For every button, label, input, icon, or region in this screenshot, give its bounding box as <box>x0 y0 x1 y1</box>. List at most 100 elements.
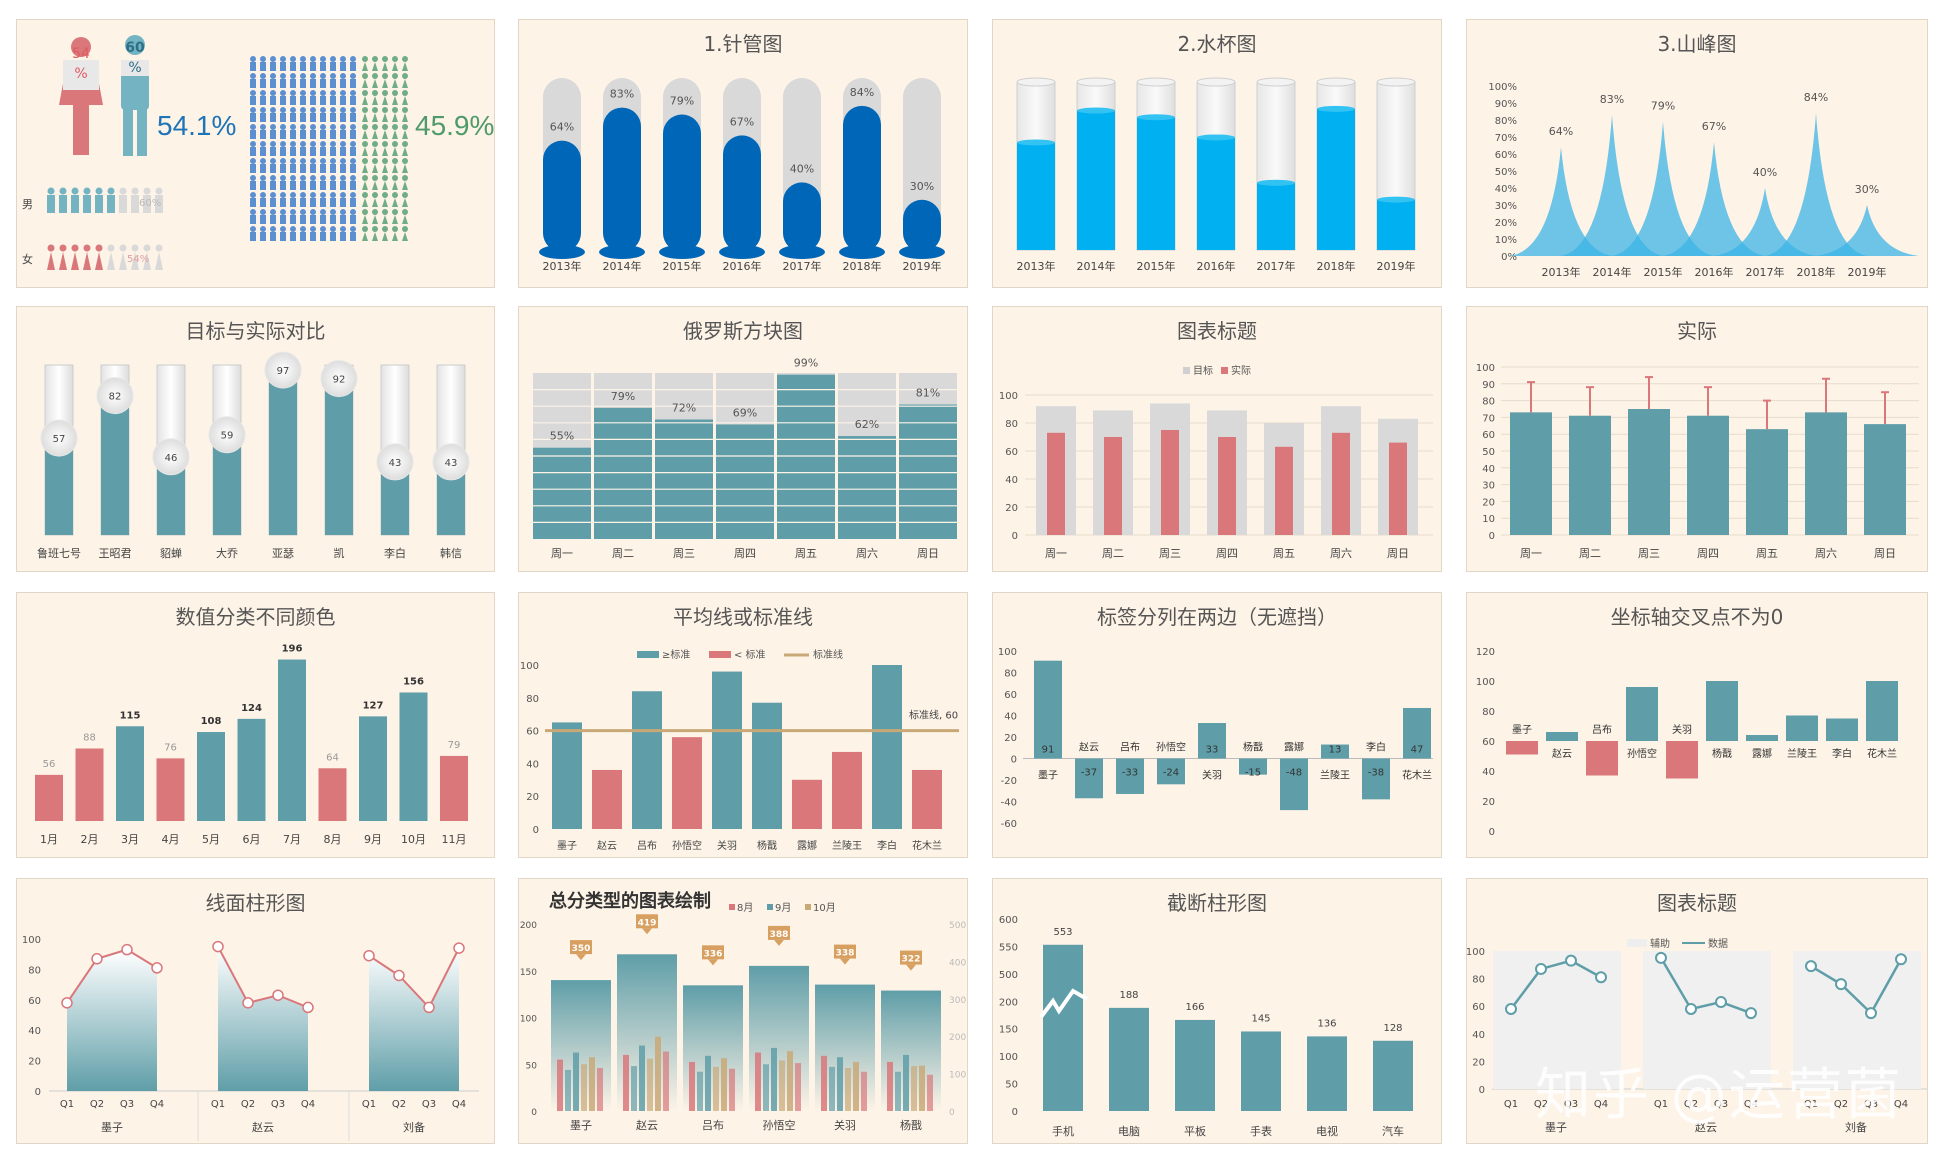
bar <box>35 774 63 821</box>
male-grid-icon <box>280 215 286 224</box>
male-grid-icon <box>280 175 286 181</box>
female-grid-icon <box>392 158 398 164</box>
chart-title: 数值分类不同颜色 <box>175 605 336 629</box>
male-grid-icon <box>290 56 296 62</box>
y-tick-label: 20 <box>28 1057 41 1068</box>
category-label: 孙悟空 <box>1627 747 1657 760</box>
female-figure-label: 54 <box>72 46 90 62</box>
data-label: 40% <box>1753 166 1777 179</box>
x-tick-label: 周三 <box>673 547 695 560</box>
male-grid-icon <box>250 56 256 62</box>
marker <box>453 942 465 954</box>
male-grid-icon <box>250 124 256 130</box>
actual-bar <box>269 370 297 535</box>
bar <box>1116 758 1144 794</box>
x-tick-label: 2018年 <box>843 259 882 273</box>
female-grid-icon <box>362 113 368 122</box>
bar <box>872 665 902 829</box>
male-grid-icon <box>270 175 276 181</box>
data-label: 322 <box>902 955 921 965</box>
cup-water-top <box>1077 107 1115 114</box>
male-grid-icon <box>300 232 306 241</box>
male-grid-icon <box>280 164 286 173</box>
male-grid-icon <box>290 198 296 207</box>
male-grid-icon <box>330 62 336 71</box>
peak-shape <box>1662 142 1766 256</box>
male-row-icon <box>47 187 55 195</box>
male-grid-icon <box>300 158 306 164</box>
month-bar <box>755 1052 761 1111</box>
female-grid-icon <box>372 226 378 232</box>
peak-shape <box>1611 121 1715 256</box>
group-label: 墨子 <box>101 1121 123 1134</box>
data-label: 79% <box>1651 100 1675 113</box>
category-label: 关羽 <box>1672 723 1692 736</box>
y-tick-label: 40% <box>1495 184 1517 195</box>
overlap-chart: 目标 实际 100 80 60 40 20 0 周一 周二 周三 周四 周五 周六 周日 <box>999 364 1433 560</box>
male-grid-icon <box>330 147 336 156</box>
male-grid-icon <box>270 198 276 207</box>
x-tick-label: 周五 <box>1273 547 1295 560</box>
y-tick-label: 70 <box>1482 413 1495 424</box>
male-grid-icon <box>320 62 326 71</box>
male-figure-leg <box>137 108 147 156</box>
female-grid-icon <box>362 158 368 164</box>
assist-band <box>1793 951 1921 1089</box>
female-grid-icon <box>392 113 398 122</box>
x-tick-label: 周四 <box>734 547 756 560</box>
y-tick-label: 500 <box>999 970 1018 981</box>
needle-base <box>719 245 765 259</box>
male-grid-icon <box>250 192 256 198</box>
male-grid-icon <box>310 73 316 79</box>
male-grid-icon <box>290 147 296 156</box>
panel-overlap: 图表标题 目标 实际 100 80 60 40 20 0 周一 周二 周三 周四 周五 周六 周日 <box>992 306 1442 572</box>
male-grid-icon <box>350 232 356 241</box>
category-label: 吕布 <box>1592 724 1612 736</box>
male-grid-icon <box>340 141 346 147</box>
marker <box>151 962 163 974</box>
male-grid-icon <box>320 164 326 173</box>
x-tick-label: 墨子 <box>570 1119 592 1132</box>
male-grid-icon <box>250 226 256 232</box>
marker <box>272 989 284 1001</box>
male-row-icon <box>131 187 139 195</box>
female-grid-icon <box>402 226 408 232</box>
bar <box>1666 741 1698 779</box>
male-row-icon <box>59 187 67 195</box>
male-grid-icon <box>320 79 326 88</box>
x-tick-label: 2014年 <box>1077 259 1116 273</box>
male-grid-icon <box>340 62 346 71</box>
needle-base <box>599 245 645 259</box>
actual-bar <box>1161 430 1179 535</box>
y-tick-label: 40 <box>1472 1030 1485 1041</box>
bar <box>440 755 468 821</box>
male-grid-icon <box>330 175 336 181</box>
female-grid-icon <box>402 198 408 207</box>
male-grid-icon <box>260 141 266 147</box>
male-grid-icon <box>260 147 266 156</box>
chart-title: 图表标题 <box>1657 891 1737 915</box>
data-label: 136 <box>1317 1018 1336 1029</box>
bar <box>1109 1007 1149 1111</box>
male-grid-icon <box>290 130 296 139</box>
marker <box>1835 978 1847 991</box>
data-label: 56 <box>43 759 56 770</box>
female-grid-icon <box>362 56 368 62</box>
bar <box>1786 715 1818 741</box>
male-grid-icon <box>260 130 266 139</box>
marker <box>1595 971 1607 984</box>
male-grid-icon <box>290 124 296 130</box>
male-grid-icon <box>320 90 326 96</box>
break-mark <box>1039 988 1088 1019</box>
female-grid-icon <box>382 96 388 105</box>
female-grid-icon <box>372 232 378 241</box>
total-badge <box>900 950 922 965</box>
line <box>1659 957 1752 1015</box>
y-tick-label: 80 <box>526 694 539 705</box>
y-tick-label: 60 <box>28 996 41 1007</box>
value-ball <box>320 360 358 398</box>
legend-swatch <box>1221 367 1228 374</box>
y-tick-label: 0 <box>533 825 539 836</box>
male-grid-icon <box>260 90 266 96</box>
male-grid-icon <box>270 56 276 62</box>
